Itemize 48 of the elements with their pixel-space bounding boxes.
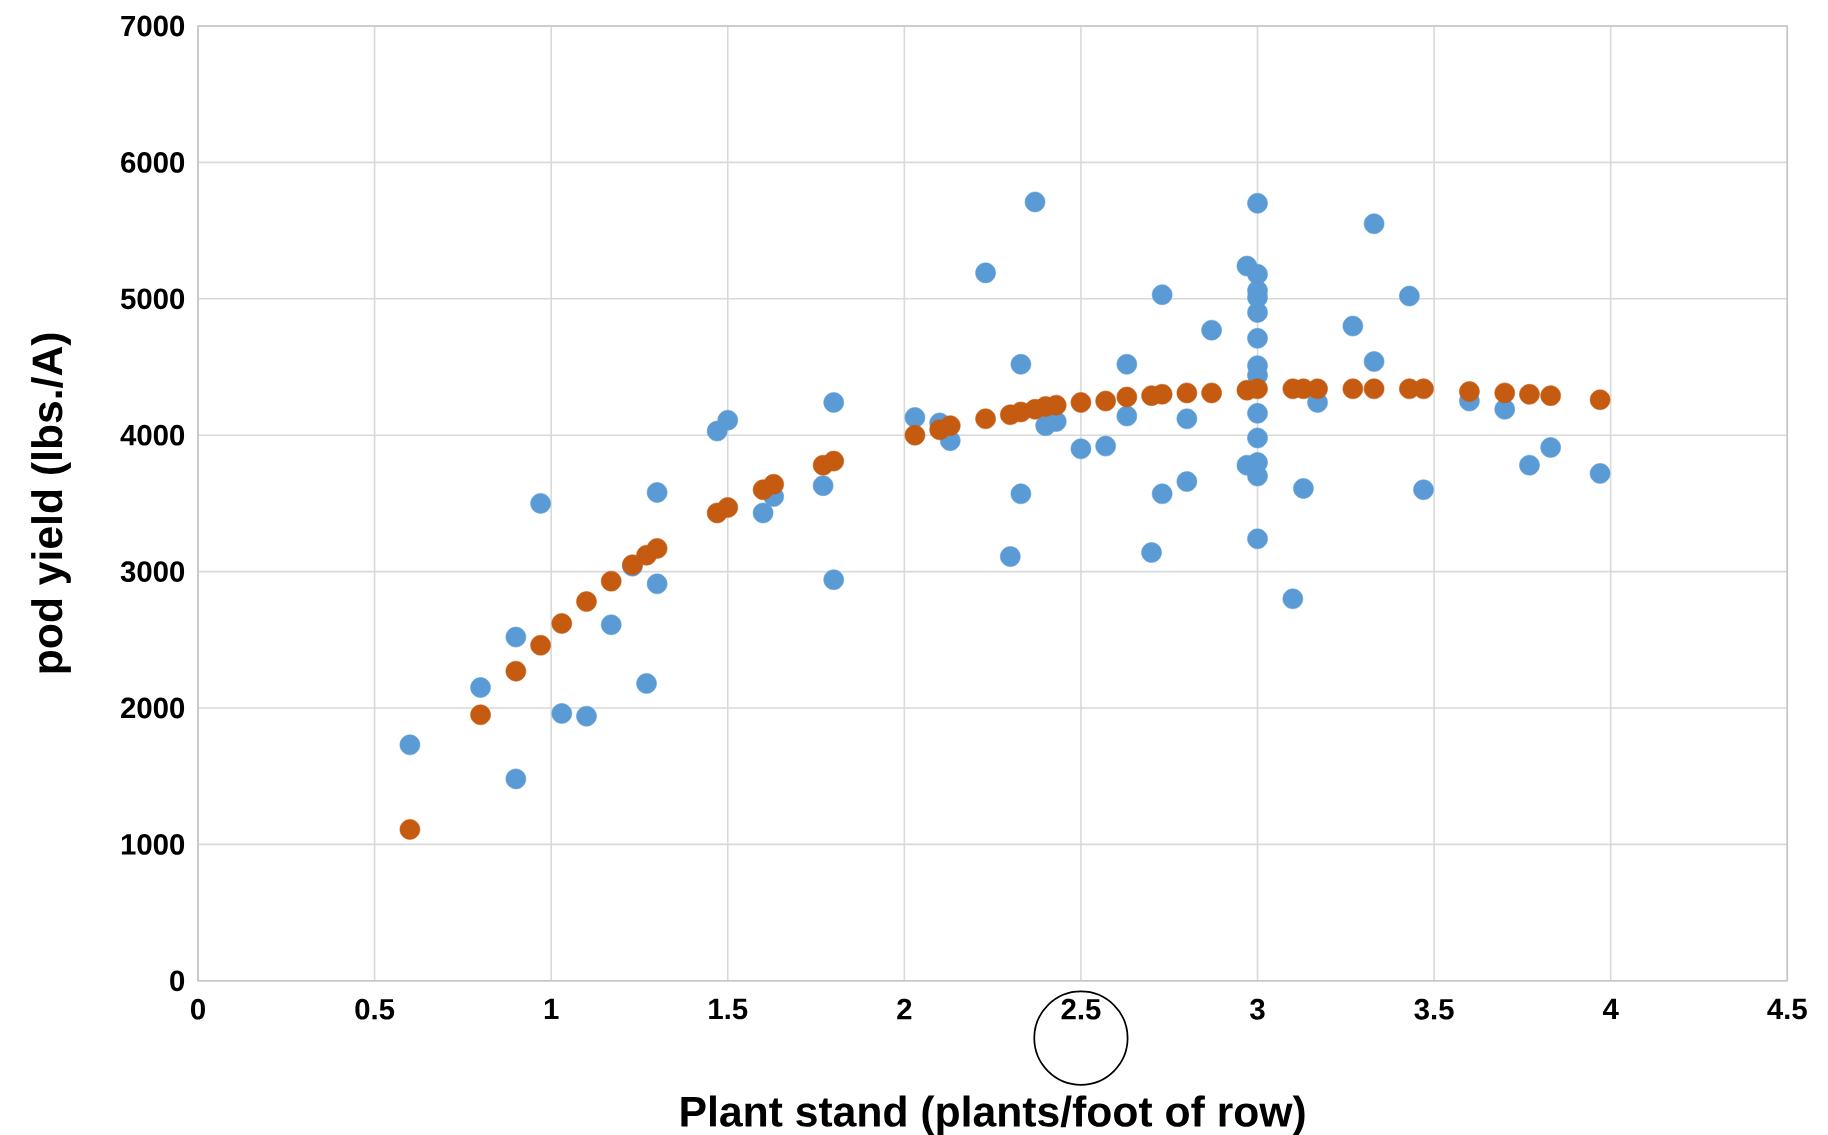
point — [399, 819, 421, 840]
point — [1519, 384, 1540, 405]
point — [1494, 382, 1515, 404]
point — [1116, 386, 1138, 408]
x-tick-label: 2 — [897, 998, 912, 1020]
point — [1095, 390, 1116, 412]
point — [551, 613, 573, 634]
point — [717, 497, 739, 518]
y-tick-label: 5000 — [120, 288, 185, 310]
y-axis-title: pod yield (lbs./A) — [31, 333, 71, 673]
point — [600, 570, 622, 592]
point — [1070, 392, 1092, 413]
x-tick-label: 4.5 — [1767, 998, 1807, 1020]
x-tick-label: 3.5 — [1414, 998, 1454, 1020]
point — [470, 704, 491, 726]
y-tick-label: 4000 — [120, 424, 185, 446]
y-tick-label: 3000 — [120, 561, 185, 582]
point — [1201, 382, 1222, 404]
point — [904, 424, 926, 446]
point — [1363, 378, 1385, 400]
x-axis-title: Plant stand (plants/foot of row) — [681, 1095, 1305, 1135]
x-tick-label: 1 — [544, 998, 559, 1020]
point — [1413, 378, 1434, 400]
point — [1176, 382, 1198, 404]
point — [1589, 389, 1611, 410]
y-tick-label: 2000 — [121, 697, 185, 719]
x-tick-label: 0.5 — [355, 998, 395, 1020]
point — [823, 450, 844, 472]
y-tick-label: 7000 — [121, 15, 185, 37]
point — [646, 538, 668, 559]
y-tick-label: 0 — [170, 970, 185, 992]
point — [939, 415, 961, 436]
point — [505, 660, 527, 682]
point — [975, 408, 996, 430]
point — [1459, 381, 1480, 402]
x-tick-label: 3 — [1250, 998, 1265, 1020]
point — [1307, 378, 1328, 400]
x-tick-label: 1.5 — [709, 998, 748, 1020]
point — [763, 474, 784, 495]
x-tick-label: 2.5 — [1061, 998, 1101, 1020]
x-tick-label: 4 — [1602, 998, 1619, 1020]
y-tick-label: 6000 — [121, 152, 185, 173]
y-tick-label: 1000 — [121, 833, 185, 855]
point — [1540, 385, 1561, 406]
point — [576, 591, 597, 612]
point — [1342, 378, 1364, 400]
x-tick-label: 0 — [191, 998, 205, 1020]
point — [530, 634, 551, 656]
